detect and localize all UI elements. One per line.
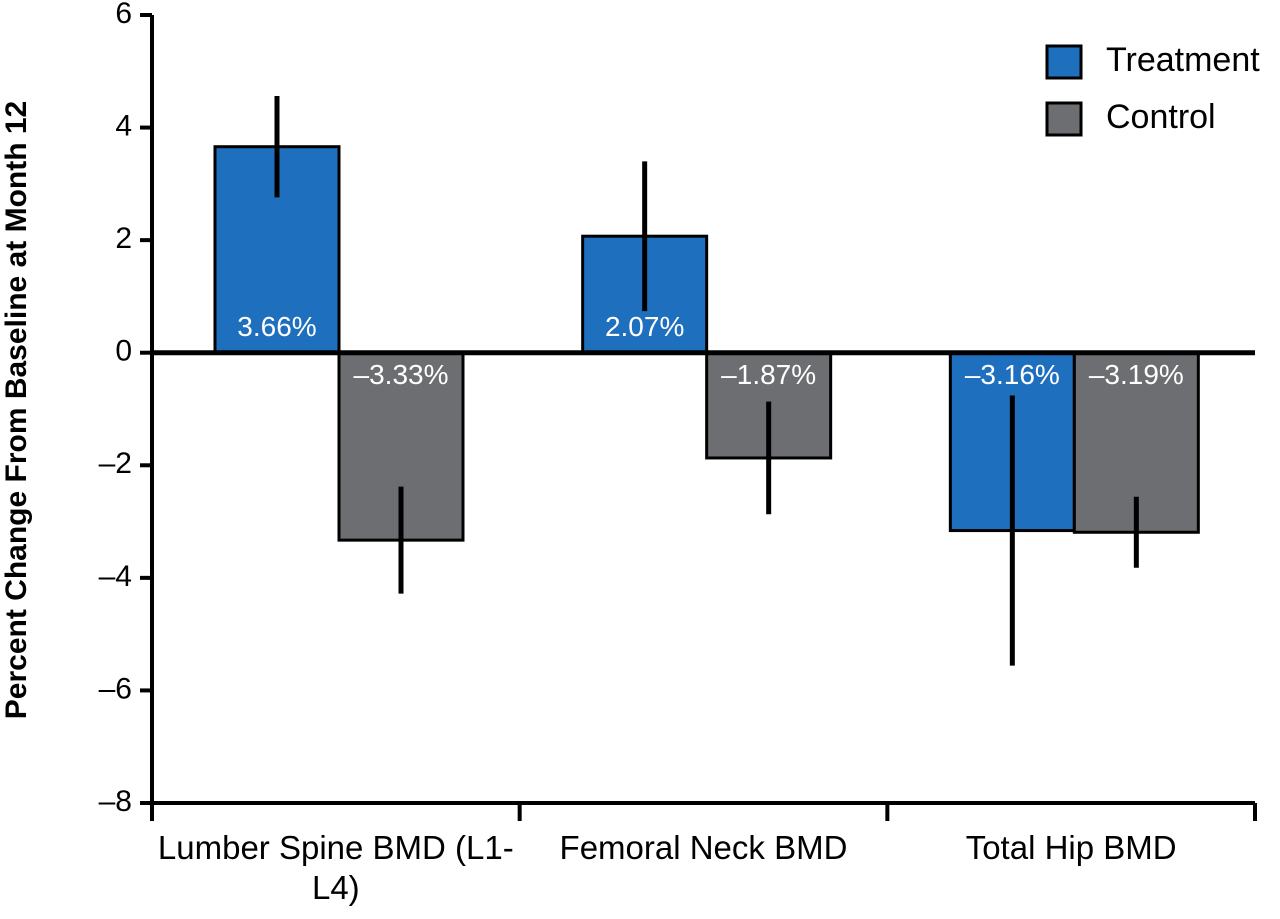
value-label: –1.87% [721,359,816,390]
y-tick-label: –4 [99,560,132,593]
x-tick-label: Lumber Spine BMD (L1-L4) [157,829,514,906]
x-tick-label-box: Total Hip BMD [965,829,1177,866]
x-tick-label: Femoral Neck BMD [559,829,848,866]
value-label: 3.66% [237,311,316,342]
y-tick-label: 0 [115,335,132,368]
legend-swatch [1045,44,1083,80]
x-tick-label-box: Femoral Neck BMD [559,829,848,866]
y-tick-label: 6 [115,0,132,30]
legend-label: Control [1106,98,1216,136]
y-tick-label: 2 [115,222,132,255]
value-label: –3.16% [965,359,1060,390]
y-tick-label: –8 [99,785,132,818]
value-label: 2.07% [605,311,684,342]
legend-label: Treatment [1106,41,1260,79]
legend-swatch [1045,101,1083,137]
y-tick-label: 4 [115,109,132,142]
x-tick-label: Total Hip BMD [965,829,1177,866]
y-axis-label: Percent Change From Baseline at Month 12 [0,101,33,719]
x-tick-label-box: Lumber Spine BMD (L1-L4) [157,829,514,906]
y-tick-label: –6 [99,672,132,705]
value-label: –3.33% [354,359,449,390]
value-label: –3.19% [1089,359,1184,390]
y-tick-label: –2 [99,447,132,480]
